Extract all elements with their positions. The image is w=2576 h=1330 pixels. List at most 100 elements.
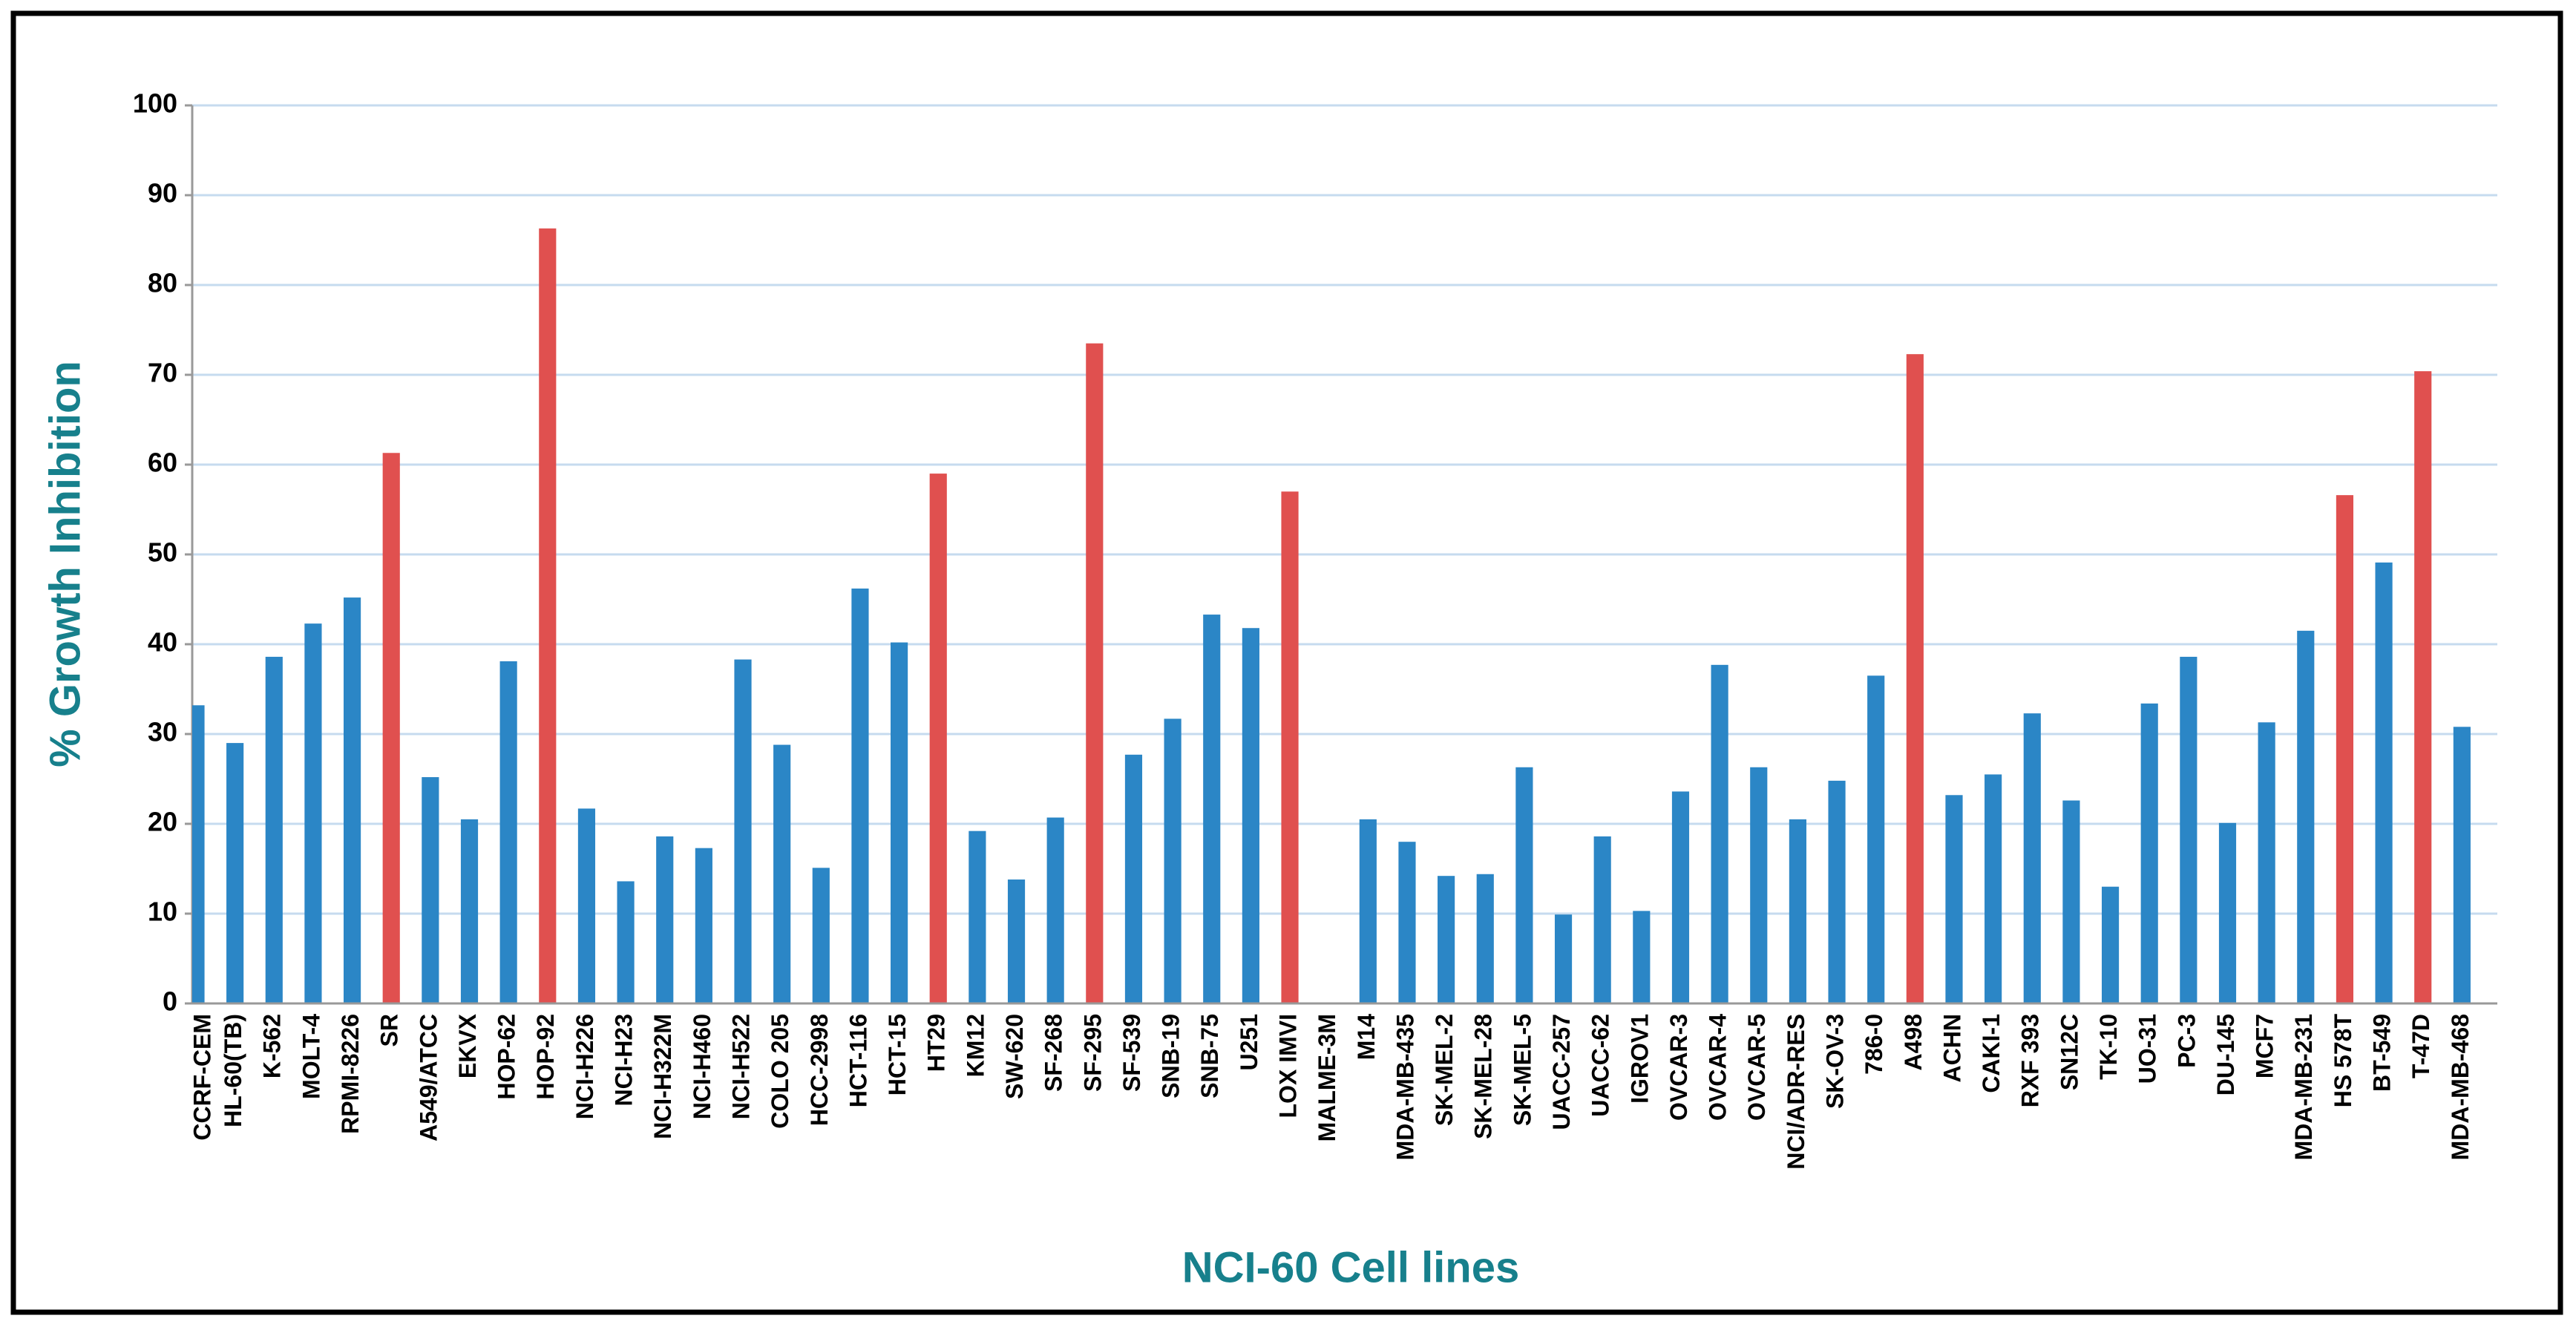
y-tick-label: 40 — [148, 627, 177, 658]
x-tick-label: ACHN — [1938, 1014, 1965, 1082]
x-tick-label: MCF7 — [2252, 1014, 2278, 1078]
x-tick-label: NCI-H322M — [649, 1014, 676, 1139]
bar — [1906, 354, 1924, 1003]
bar — [1476, 874, 1494, 1003]
x-tick-label: NCI-H460 — [689, 1014, 715, 1119]
x-tick-label: UACC-257 — [1548, 1014, 1575, 1130]
x-tick-label: NCI-H23 — [611, 1014, 638, 1106]
bar — [2218, 822, 2237, 1003]
bar — [2375, 562, 2393, 1003]
bar — [499, 661, 517, 1003]
x-tick-label: RXF 393 — [2017, 1014, 2044, 1107]
x-tick-label: A498 — [1900, 1014, 1927, 1071]
bar — [382, 453, 400, 1003]
y-tick-label: 10 — [148, 897, 177, 927]
bar — [2101, 886, 2120, 1003]
bar — [1281, 491, 1299, 1003]
x-tick-label: HOP-62 — [494, 1014, 520, 1100]
x-tick-label: K-562 — [259, 1014, 286, 1078]
bar — [343, 597, 361, 1003]
x-tick-label: OVCAR-4 — [1705, 1014, 1731, 1121]
x-tick-label: HS 578T — [2330, 1014, 2356, 1108]
bar — [1671, 791, 1690, 1003]
x-tick-label: RPMI-8226 — [337, 1014, 364, 1134]
y-tick-label: 60 — [148, 448, 177, 478]
x-tick-label: CCRF-CEM — [189, 1014, 215, 1141]
bar — [1828, 780, 1846, 1003]
bar — [192, 705, 205, 1003]
bar — [265, 656, 283, 1003]
x-tick-label: MOLT-4 — [298, 1014, 324, 1099]
x-tick-label: HOP-92 — [532, 1014, 559, 1100]
bar — [734, 659, 752, 1003]
bar — [577, 808, 596, 1003]
y-tick-label: 70 — [148, 358, 177, 388]
bar — [226, 743, 244, 1003]
x-tick-label: MDA-MB-231 — [2290, 1014, 2317, 1160]
bar — [1124, 754, 1143, 1003]
x-tick-label: SW-620 — [1001, 1014, 1028, 1099]
x-tick-label: MALME-3M — [1314, 1014, 1340, 1141]
bar — [773, 744, 791, 1003]
x-tick-label: SR — [376, 1014, 403, 1046]
x-tick-label: OVCAR-5 — [1743, 1014, 1770, 1121]
y-tick-label: 0 — [163, 986, 177, 1017]
x-tick-label: SK-MEL-28 — [1470, 1014, 1497, 1139]
x-tick-label: NCI/ADR-RES — [1783, 1014, 1809, 1170]
bar — [812, 868, 830, 1003]
x-tick-label: EKVX — [454, 1013, 481, 1078]
x-tick-label: HT29 — [923, 1014, 950, 1072]
bar — [1359, 819, 1377, 1003]
x-tick-label: 786-0 — [1861, 1014, 1887, 1075]
x-tick-label: LOX IMVI — [1274, 1014, 1301, 1118]
bar — [851, 588, 869, 1003]
x-tick-label: CAKI-1 — [1978, 1014, 2005, 1093]
x-tick-label: SF-268 — [1040, 1014, 1067, 1092]
y-tick-label: 90 — [148, 178, 177, 209]
y-tick-label: 30 — [148, 717, 177, 747]
x-tick-label: COLO 205 — [767, 1014, 793, 1129]
bar — [969, 831, 986, 1003]
bar — [2258, 722, 2275, 1003]
bar — [1007, 879, 1026, 1003]
bar — [617, 881, 635, 1003]
x-tick-label: SF-539 — [1118, 1014, 1145, 1092]
bar — [1203, 615, 1221, 1003]
bar — [2062, 800, 2080, 1003]
bar — [2336, 495, 2354, 1003]
x-tick-label: PC-3 — [2173, 1014, 2200, 1068]
bar — [891, 642, 908, 1003]
x-tick-label: KM12 — [962, 1014, 989, 1077]
bar — [695, 848, 712, 1003]
bar — [1242, 628, 1259, 1003]
x-tick-label: MDA-MB-468 — [2447, 1014, 2474, 1160]
bar — [1398, 842, 1416, 1003]
x-tick-label: MDA-MB-435 — [1392, 1014, 1418, 1160]
x-tick-label: UO-31 — [2134, 1014, 2161, 1084]
bar — [1867, 675, 1885, 1003]
bar — [929, 474, 947, 1003]
x-tick-label: TK-10 — [2095, 1014, 2122, 1080]
bar — [1789, 819, 1806, 1003]
x-tick-label: HCC-2998 — [806, 1014, 833, 1126]
bar — [1438, 876, 1455, 1003]
x-tick-label: M14 — [1353, 1014, 1380, 1060]
bar — [2023, 713, 2041, 1003]
y-tick-label: 100 — [133, 88, 177, 119]
bar — [460, 819, 479, 1003]
x-axis-title: NCI-60 Cell lines — [1182, 1243, 1519, 1291]
bar — [422, 777, 439, 1003]
x-tick-label: OVCAR-3 — [1665, 1014, 1692, 1121]
x-tick-label: SK-MEL-5 — [1509, 1014, 1536, 1126]
x-tick-label: HCT-15 — [884, 1014, 911, 1095]
bar — [539, 228, 557, 1003]
bar — [1633, 911, 1651, 1003]
bar — [1711, 664, 1728, 1003]
x-tick-label: BT-549 — [2369, 1014, 2396, 1092]
y-axis-title: % Growth Inhibition — [41, 361, 89, 767]
bar — [1593, 836, 1611, 1003]
bar — [656, 836, 674, 1003]
y-tick-label: 80 — [148, 268, 177, 298]
bar — [2453, 727, 2471, 1003]
